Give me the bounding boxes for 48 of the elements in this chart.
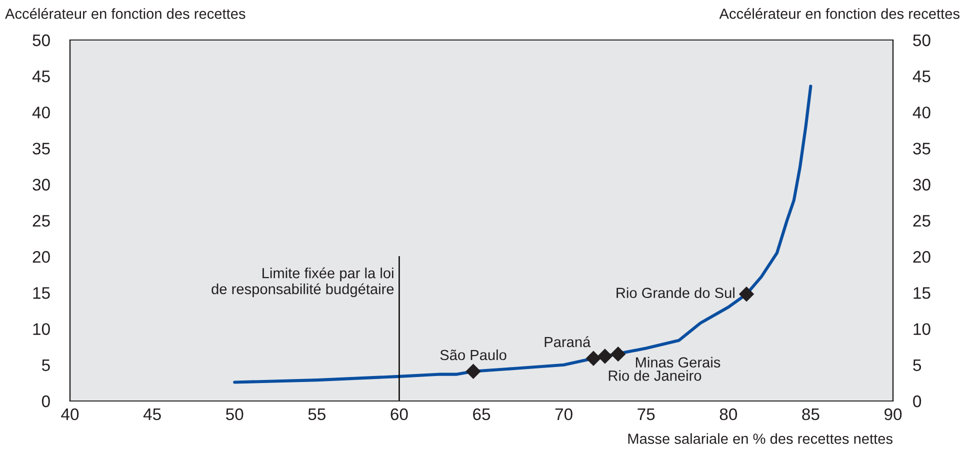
y2-tick-label: 5 [913,359,922,372]
x-tick-label: 85 [802,408,820,420]
y-tick-label: 0 [42,395,50,408]
y2-tick-label: 20 [913,251,930,263]
x-tick-label: 75 [638,408,655,420]
x-tick-label: 90 [884,408,902,420]
y-tick-label: 30 [32,178,50,191]
annotation: Paraná [544,336,591,348]
y-tick-label: 45 [32,70,50,82]
y-tick-label: 25 [32,214,50,227]
point [466,364,481,380]
x-tick-label: 40 [61,408,79,420]
x-tick-label: 70 [555,408,572,420]
y-tick-label: 40 [32,106,50,118]
line-series [233,84,812,384]
y-axis-title: Accélérateur en fonction des recettes [5,8,246,19]
x-tick-label: 45 [143,408,161,420]
y2-tick-label: 45 [912,70,930,82]
ref-line-label: Limite fixée par la loi de responsabilité budgétaire [212,267,394,298]
point [610,346,626,362]
x-axis-title: Masse salariale en % des recettes nettes [628,433,892,444]
y2-tick-label: 50 [913,34,930,46]
x-tick-label: 50 [226,408,244,420]
y-tick-label: 5 [42,359,50,372]
y2-tick-label: 0 [913,395,922,408]
point [597,348,613,364]
annotation: Rio Grande do Sul [616,287,734,298]
x-tick-label: 65 [473,408,490,420]
y-tick-label: 20 [32,251,50,263]
x-tick-label: 60 [390,408,408,420]
y-tick-label: 35 [32,142,50,155]
point [738,286,754,302]
annotation: Minas Gerais [636,356,720,368]
x-tick-label: 80 [720,408,738,420]
y2-tick-label: 30 [913,178,930,191]
x-tick-label: 55 [308,408,326,420]
y2-axis-title: Accélérateur en fonction des recettes [719,8,960,19]
y-tick-label: 50 [32,34,50,46]
annotation: Rio de Janeiro [608,370,702,381]
y2-tick-label: 10 [914,323,930,336]
y2-tick-label: 25 [913,214,930,227]
y2-tick-label: 40 [912,106,930,118]
y-tick-label: 10 [33,323,50,336]
point [586,350,602,366]
y-tick-label: 15 [33,287,50,299]
annotation: São Paulo [440,349,506,360]
y2-tick-label: 15 [914,287,930,299]
y2-tick-label: 35 [913,142,930,155]
